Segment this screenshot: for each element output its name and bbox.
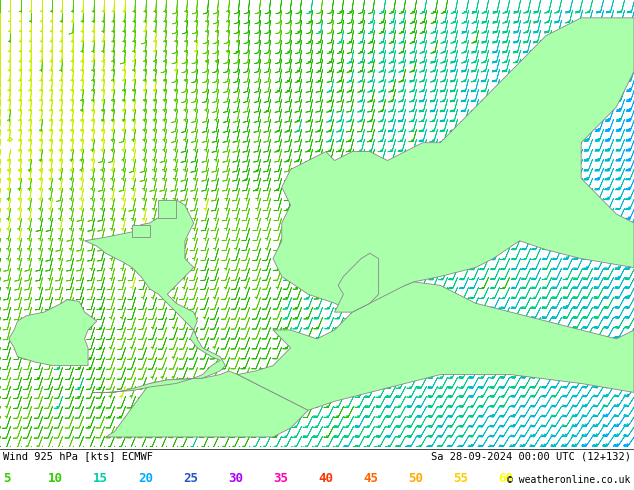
Text: 40: 40 (318, 472, 333, 485)
Polygon shape (84, 200, 226, 392)
Text: Wind 925 hPa [kts] ECMWF: Wind 925 hPa [kts] ECMWF (3, 451, 153, 461)
Polygon shape (9, 300, 97, 366)
Text: 50: 50 (408, 472, 424, 485)
Text: 35: 35 (273, 472, 288, 485)
Polygon shape (238, 282, 634, 410)
Polygon shape (132, 225, 150, 237)
Text: 25: 25 (183, 472, 198, 485)
Text: 55: 55 (453, 472, 469, 485)
Text: 30: 30 (228, 472, 243, 485)
Text: 45: 45 (363, 472, 378, 485)
Polygon shape (273, 18, 634, 312)
Text: © weatheronline.co.uk: © weatheronline.co.uk (507, 475, 631, 485)
Polygon shape (158, 200, 176, 218)
Text: 60: 60 (498, 472, 514, 485)
Polygon shape (106, 371, 308, 437)
Text: 10: 10 (48, 472, 63, 485)
Text: 5: 5 (3, 472, 11, 485)
Polygon shape (335, 253, 378, 312)
Text: Sa 28-09-2024 00:00 UTC (12+132): Sa 28-09-2024 00:00 UTC (12+132) (431, 451, 631, 461)
Text: 20: 20 (138, 472, 153, 485)
Text: 15: 15 (93, 472, 108, 485)
